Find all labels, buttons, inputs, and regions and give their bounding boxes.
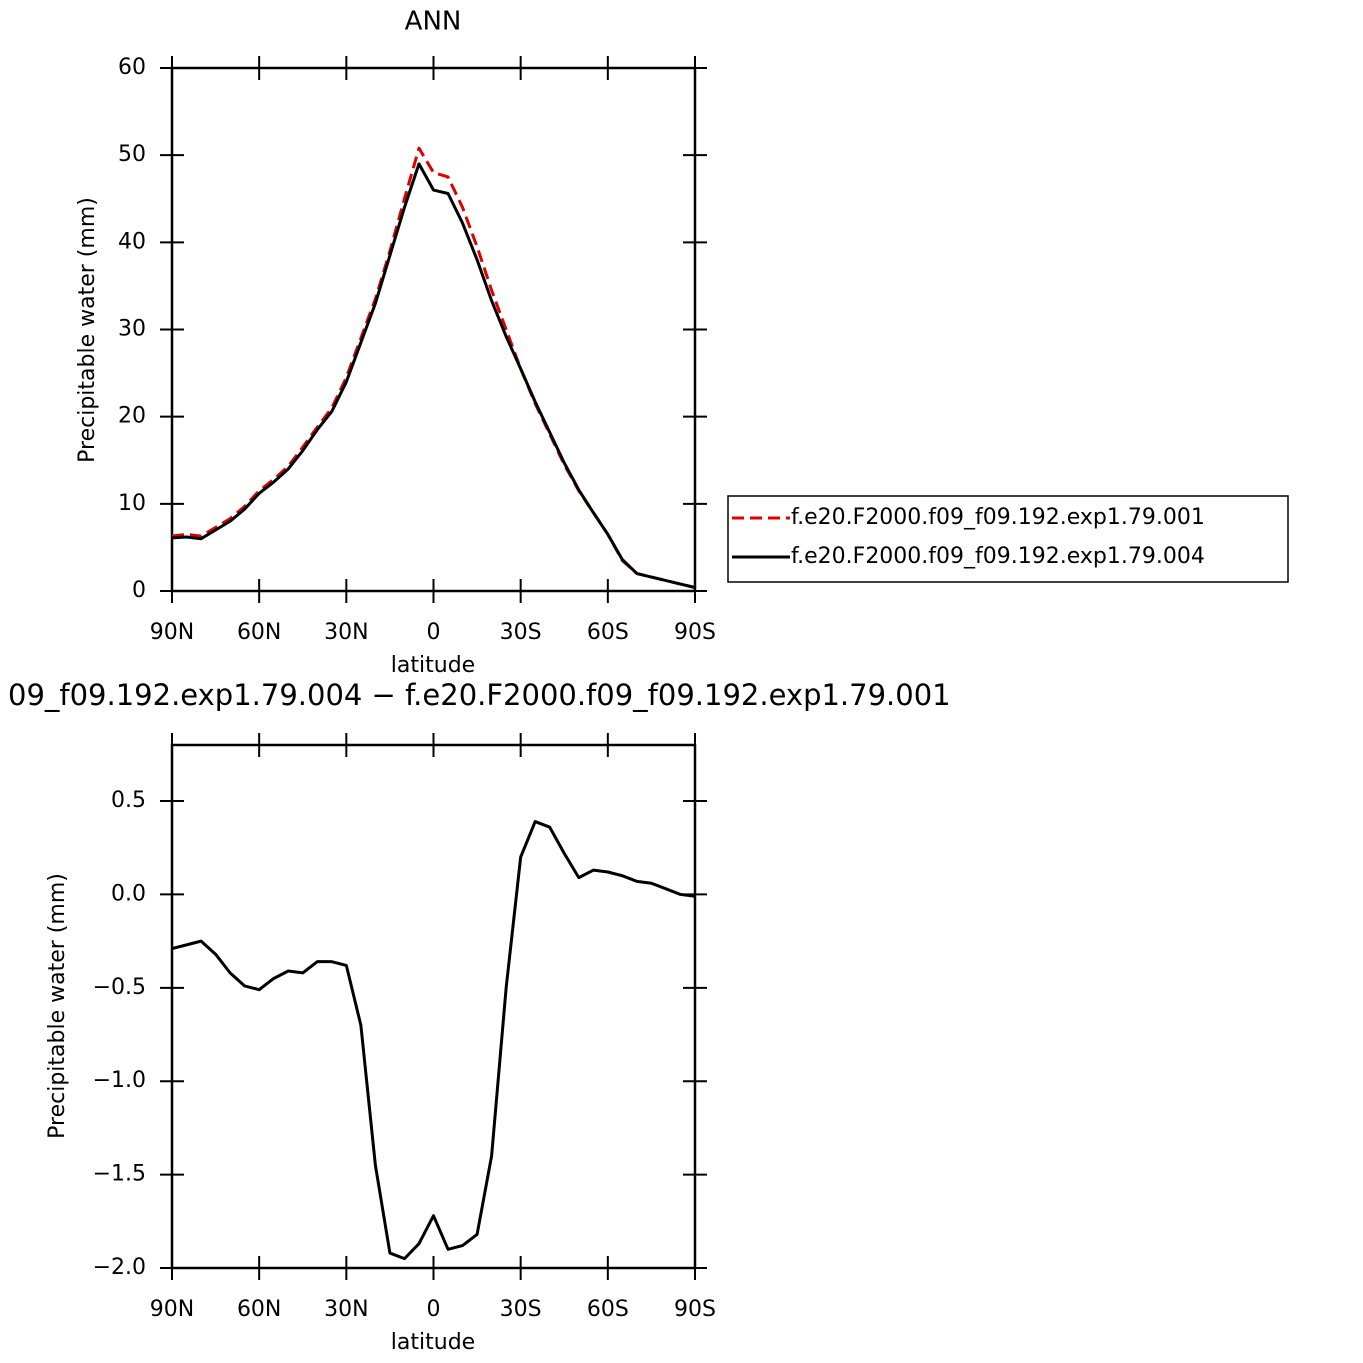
chart-title: 09_f09.192.exp1.79.004 − f.e20.F2000.f09… — [8, 678, 951, 712]
x-tick-label: 60N — [237, 1297, 281, 1322]
y-axis-label: Precipitable water (mm) — [75, 197, 100, 463]
x-tick-label: 0 — [427, 620, 441, 645]
x-tick-label: 60S — [587, 1297, 629, 1322]
x-tick-label: 60N — [237, 620, 281, 645]
x-tick-label: 30N — [324, 1297, 368, 1322]
x-axis-label: latitude — [391, 653, 475, 678]
y-tick-label: −0.5 — [93, 975, 146, 1000]
x-tick-label: 90S — [674, 1297, 716, 1322]
y-tick-label: −2.0 — [93, 1255, 146, 1280]
y-tick-label: 60 — [118, 55, 146, 80]
legend-label: f.e20.F2000.f09_f09.192.exp1.79.004 — [791, 544, 1205, 569]
data-line — [171, 820, 696, 1261]
y-tick-label: −1.0 — [93, 1068, 146, 1093]
x-tick-label: 30S — [500, 1297, 542, 1322]
plot-frame — [170, 743, 697, 1270]
data-line — [171, 146, 696, 589]
y-tick-label: 0.5 — [111, 788, 146, 813]
chart-title: ANN — [405, 7, 462, 37]
x-tick-label: 90N — [150, 1297, 194, 1322]
x-tick-label: 60S — [587, 620, 629, 645]
y-tick-label: 20 — [118, 404, 146, 429]
x-tick-label: 90S — [674, 620, 716, 645]
legend-box — [727, 495, 1289, 583]
legend-label: f.e20.F2000.f09_f09.192.exp1.79.001 — [791, 505, 1205, 530]
y-tick-label: 30 — [118, 317, 146, 342]
y-tick-label: 50 — [118, 142, 146, 167]
y-tick-label: 40 — [118, 229, 146, 254]
x-tick-label: 30N — [324, 620, 368, 645]
y-tick-label: 10 — [118, 491, 146, 516]
x-axis-label: latitude — [391, 1330, 475, 1355]
data-line — [171, 162, 696, 589]
y-tick-label: −1.5 — [93, 1162, 146, 1187]
x-tick-label: 90N — [150, 620, 194, 645]
x-tick-label: 30S — [500, 620, 542, 645]
y-axis-label: Precipitable water (mm) — [45, 873, 70, 1139]
plot-frame — [170, 66, 697, 593]
y-tick-label: 0 — [132, 578, 146, 603]
y-tick-label: 0.0 — [111, 881, 146, 906]
x-tick-label: 0 — [427, 1297, 441, 1322]
